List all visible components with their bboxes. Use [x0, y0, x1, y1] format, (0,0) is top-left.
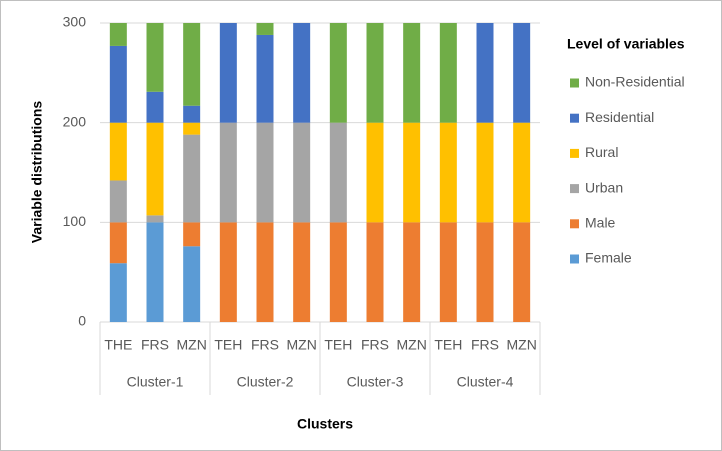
bar-segment: [366, 122, 384, 223]
bar-segment: [403, 222, 421, 322]
bar-segment: [109, 180, 127, 223]
x-tick-label: MZN: [177, 337, 207, 353]
bar-segment: [109, 222, 127, 264]
legend-label: Male: [585, 215, 616, 231]
group-label: Cluster-3: [347, 374, 404, 390]
legend-swatch: [570, 254, 579, 264]
x-tick-label: FRS: [141, 337, 169, 353]
group-label: Cluster-4: [457, 374, 514, 390]
bar-segment: [293, 122, 311, 223]
x-tick-label: THE: [104, 337, 132, 353]
bar-segment: [513, 222, 531, 322]
legend-label: Urban: [585, 179, 623, 195]
bar-segment: [219, 122, 237, 223]
y-tick-label: 100: [63, 213, 87, 229]
group-label: Cluster-2: [237, 374, 294, 390]
bar-segment: [146, 91, 164, 123]
x-tick-label: MZN: [507, 337, 537, 353]
bar-segment: [439, 222, 457, 322]
bar-segment: [403, 23, 421, 123]
bar-segment: [293, 222, 311, 322]
group-label: Cluster-1: [127, 374, 184, 390]
bar-segment: [109, 45, 127, 123]
x-tick-label: TEH: [214, 337, 242, 353]
x-axis-title: Clusters: [297, 416, 353, 432]
legend-label: Female: [585, 250, 632, 266]
y-tick-label: 300: [63, 14, 87, 30]
bar-segment: [219, 222, 237, 322]
x-tick-label: FRS: [251, 337, 279, 353]
bar-segment: [109, 122, 127, 181]
bar-segment: [329, 122, 347, 223]
bar-segment: [146, 122, 164, 216]
bar-segment: [183, 134, 201, 223]
bar-segment: [256, 23, 274, 35]
bar-segment: [146, 215, 164, 223]
legend-label: Non-Residential: [585, 74, 685, 90]
bar-segment: [476, 222, 494, 322]
bar-segment: [183, 23, 201, 106]
y-axis-title: Variable distributions: [29, 101, 45, 244]
bar-segment: [439, 122, 457, 223]
bar-segment: [146, 23, 164, 92]
bar-segment: [476, 122, 494, 223]
bar-segment: [329, 222, 347, 322]
bar-segment: [146, 222, 164, 322]
bar-segment: [329, 23, 347, 123]
bar-segment: [439, 23, 457, 123]
x-tick-label: FRS: [361, 337, 389, 353]
legend-title: Level of variables: [567, 36, 685, 52]
bar-segment: [293, 23, 311, 123]
bar-segment: [183, 246, 201, 322]
legend-swatch: [570, 113, 579, 123]
bar-segment: [366, 23, 384, 123]
x-tick-label: TEH: [434, 337, 462, 353]
bar-segment: [183, 222, 201, 247]
bar-segment: [256, 122, 274, 223]
legend-swatch: [570, 219, 579, 229]
bar-segment: [183, 105, 201, 123]
bar-segment: [403, 122, 421, 223]
bar-segment: [183, 122, 201, 135]
bar-segment: [366, 222, 384, 322]
x-tick-label: MZN: [287, 337, 317, 353]
y-tick-label: 200: [63, 113, 87, 129]
bar-segment: [256, 34, 274, 123]
y-tick-label: 0: [78, 313, 86, 329]
legend-swatch: [570, 184, 579, 194]
bar-segment: [513, 122, 531, 223]
legend-label: Rural: [585, 144, 618, 160]
bar-segment: [109, 263, 127, 322]
bar-segment: [476, 23, 494, 123]
bar-segment: [513, 23, 531, 123]
legend-swatch: [570, 78, 579, 88]
bar-segment: [256, 222, 274, 322]
legend-label: Residential: [585, 109, 654, 125]
x-tick-label: FRS: [471, 337, 499, 353]
bar-segment: [219, 23, 237, 123]
bar-segment: [109, 23, 127, 46]
x-tick-label: TEH: [324, 337, 352, 353]
x-tick-label: MZN: [397, 337, 427, 353]
legend-swatch: [570, 148, 579, 158]
